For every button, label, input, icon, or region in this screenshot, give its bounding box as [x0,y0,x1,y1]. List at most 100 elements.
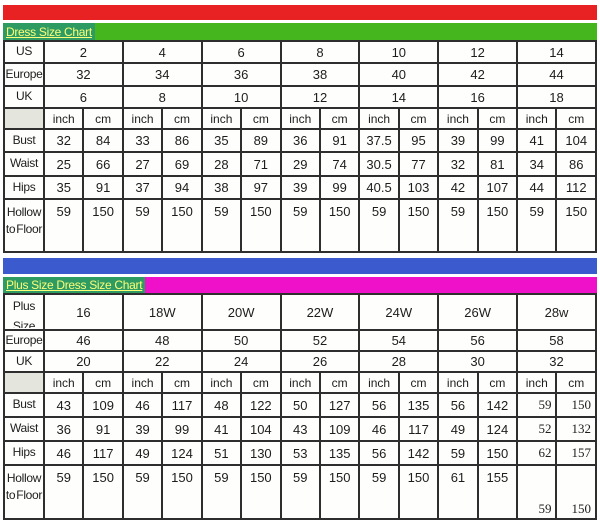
measure-value-cell: 34 [516,151,558,177]
measure-value-cell: 44 [516,175,558,200]
table-row: Plus Size 16 18W 20W 22W 24W 26W 28w [3,293,597,331]
row-label-cell: US [3,40,45,64]
measure-value-cell: 86 [555,151,597,177]
measure-value-cell: 112 [555,175,597,200]
measure-value-cell: 61 [437,464,479,520]
size-value-cell: 10 [358,40,440,64]
table-row: Bust 32 84 33 86 35 89 36 91 37.5 95 39 99 41 104 [3,128,597,153]
measure-value-cell: 41 [516,128,558,153]
unit-cell: cm [161,371,203,394]
measure-value-cell: 77 [397,151,440,177]
size-value-cell: 6 [200,40,282,64]
table-row: inch cm inch cm inch cm inch cm inch cm inch cm inch… [3,371,597,394]
table-row: Europe 46 48 50 52 54 56 58 [3,329,597,352]
size-value-cell: 20 [43,350,124,373]
standard-size-chart-table: US 2 4 6 8 10 12 14 Europe 32 34 36 38 40 42 44 UK 6 8 10 12… [3,40,597,253]
measure-value-cell: 155 [476,464,519,520]
measure-value-cell: 43 [279,416,321,442]
measure-value-cell: 117 [397,416,440,442]
size-value-cell: 48 [121,329,203,352]
measure-value-cell: 150 [318,464,361,520]
measure-value-cell: 89 [240,128,282,153]
measure-value-cell: 43 [42,392,85,418]
measure-value-cell: 59 [121,198,164,253]
table-row: Hips 35 91 37 94 38 97 39 99 40.5 103 42 107 44 112 [3,175,597,200]
size-value-cell: 46 [43,329,124,352]
size-value-cell: 16 [43,293,124,331]
unit-cell: inch [121,107,164,130]
size-value-cell: 26W [437,293,519,331]
unit-cell: cm [476,371,519,394]
unit-cell: cm [240,107,282,130]
measure-value-cell: 81 [476,151,519,177]
measure-value-cell: 150 [240,198,282,253]
measure-value-cell: 39 [121,416,164,442]
measure-value-cell: 135 [318,440,361,466]
unit-cell: cm [476,107,519,130]
size-value-cell: 42 [437,62,519,87]
size-value-cell: 28w [516,293,597,331]
measure-value-cell: 150 [318,198,361,253]
size-value-cell: 10 [200,85,282,109]
measure-value-cell: 41 [200,416,243,442]
measure-value-cell: 150 [161,464,203,520]
table-row: Europe 32 34 36 38 40 42 44 [3,62,597,87]
size-value-cell: 12 [279,85,361,109]
unit-cell: cm [240,371,282,394]
measure-value-cell: 104 [240,416,282,442]
size-value-cell: 18 [516,85,597,109]
measure-value-cell: 56 [358,440,400,466]
measure-value-cell: 130 [240,440,282,466]
unit-cell: inch [516,107,558,130]
plus-chart-title-bar: Plus Size Dress Size Chart [3,277,597,293]
measure-value-cell: 150 [476,440,519,466]
size-value-cell: 14 [358,85,440,109]
measure-value-cell: 104 [555,128,597,153]
size-value-cell: 28 [358,350,440,373]
measure-value-cell: 46 [42,440,85,466]
row-label-cell: UK [3,350,45,373]
measure-value-cell: 117 [82,440,124,466]
unit-cell: inch [200,371,243,394]
unit-cell: cm [82,371,124,394]
measure-value-cell: 38 [200,175,243,200]
measure-value-cell: 46 [121,392,164,418]
row-label-cell: Waist [3,151,45,177]
measure-value-cell: 135 [397,392,440,418]
size-value-cell: 22W [279,293,361,331]
measure-value-cell: 109 [318,416,361,442]
measure-value-cell: 124 [476,416,519,442]
measure-value-cell: 150 [555,464,597,520]
measure-value-cell: 86 [161,128,203,153]
measure-value-cell: 71 [240,151,282,177]
measure-value-cell: 150 [161,198,203,253]
measure-value-cell: 32 [437,151,479,177]
measure-value-cell: 59 [516,392,558,418]
measure-value-cell: 25 [42,151,85,177]
size-value-cell: 36 [200,62,282,87]
measure-value-cell: 59 [200,464,243,520]
row-label-cell: Plus Size [3,293,45,331]
size-value-cell: 18W [121,293,203,331]
measure-value-cell: 59 [516,464,558,520]
measure-value-cell: 56 [437,392,479,418]
measure-value-cell: 124 [161,440,203,466]
measure-value-cell: 51 [200,440,243,466]
measure-value-cell: 48 [200,392,243,418]
measure-value-cell: 150 [555,392,597,418]
measure-value-cell: 103 [397,175,440,200]
measure-value-cell: 59 [279,198,321,253]
measure-value-cell: 91 [318,128,361,153]
measure-value-cell: 59 [200,198,243,253]
table-row: Hollow to Floor 59 150 59 150 59 150 59 150 59 150… [3,198,597,253]
measure-value-cell: 94 [161,175,203,200]
unit-cell: cm [397,107,440,130]
measure-value-cell: 39 [279,175,321,200]
row-label-cell: Hips [3,440,45,466]
size-value-cell: 24 [200,350,282,373]
table-row: Waist 25 66 27 69 28 71 29 74 30.5 77 32 81 34 86 [3,151,597,177]
measure-value-cell: 97 [240,175,282,200]
size-value-cell: 50 [200,329,282,352]
unit-cell: cm [555,107,597,130]
row-label-cell: Waist [3,416,45,442]
